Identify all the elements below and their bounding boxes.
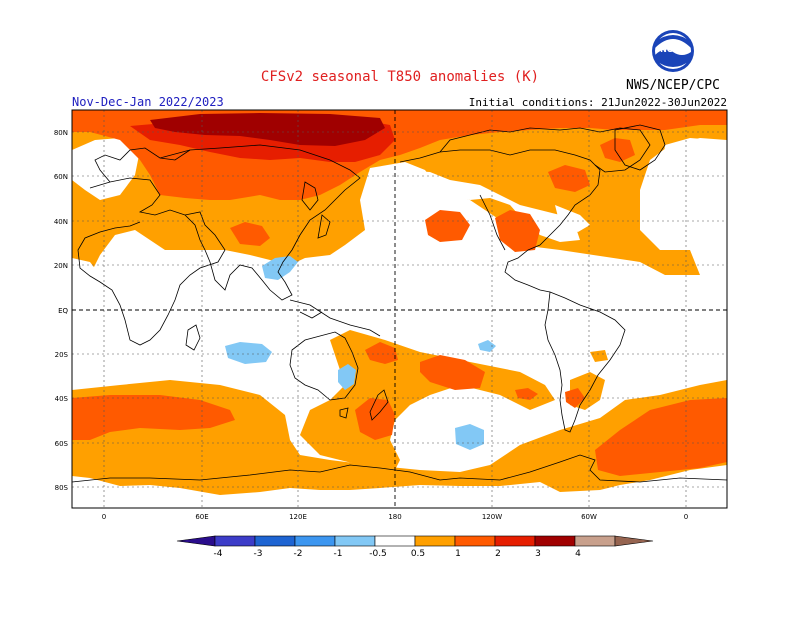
lon-label: 120E bbox=[289, 513, 307, 521]
legend-tick-label: 0.5 bbox=[411, 549, 425, 559]
legend-swatch bbox=[614, 535, 654, 547]
legend-swatch bbox=[334, 535, 376, 547]
lat-label: 60N bbox=[54, 173, 68, 181]
noaa-logo: NOAA bbox=[652, 30, 694, 72]
lon-label: 0 bbox=[102, 513, 106, 521]
lon-label: 60E bbox=[195, 513, 208, 521]
legend-swatch bbox=[454, 535, 496, 547]
lat-label: 20N bbox=[54, 262, 68, 270]
latitude-labels: 80N 60N 40N 20N EQ 20S 40S 60S 80S bbox=[54, 129, 69, 492]
lat-label: 40S bbox=[55, 395, 69, 403]
lat-lon-grid bbox=[72, 110, 727, 508]
color-legend: -4 -3 -2 -1 -0.5 0.5 1 2 3 4 bbox=[176, 535, 654, 559]
legend-swatch bbox=[254, 535, 296, 547]
legend-swatch bbox=[414, 535, 456, 547]
map-frame bbox=[71, 109, 728, 509]
longitude-labels: 0 60E 120E 180 120W 60W 0 bbox=[102, 513, 688, 521]
legend-tick-label: -0.5 bbox=[369, 549, 387, 559]
legend-swatch bbox=[574, 535, 616, 547]
equator-dateline bbox=[72, 110, 727, 508]
legend-swatch bbox=[534, 535, 576, 547]
chart-title: CFSv2 seasonal T850 anomalies (K) bbox=[261, 69, 539, 85]
legend-swatch bbox=[494, 535, 536, 547]
lon-label: 180 bbox=[388, 513, 401, 521]
lon-label: 60W bbox=[581, 513, 597, 521]
anomaly-3-4-regions bbox=[150, 113, 385, 146]
legend-swatch bbox=[374, 535, 416, 547]
lat-label: EQ bbox=[58, 307, 68, 315]
agency-label: NWS/NCEP/CPC bbox=[626, 78, 720, 93]
map-area bbox=[72, 110, 727, 508]
legend-tick-label: 4 bbox=[575, 549, 581, 559]
legend-swatch bbox=[214, 535, 256, 547]
lon-label: 0 bbox=[684, 513, 688, 521]
legend-swatch bbox=[176, 535, 216, 547]
lat-label: 80N bbox=[54, 129, 68, 137]
legend-swatch bbox=[294, 535, 336, 547]
legend-tick-label: 2 bbox=[495, 549, 501, 559]
lat-label: 80S bbox=[55, 484, 69, 492]
lat-label: 20S bbox=[55, 351, 69, 359]
legend-tick-label: -4 bbox=[214, 549, 223, 559]
logo-text: NOAA bbox=[660, 45, 686, 54]
coastlines bbox=[72, 124, 727, 483]
lat-label: 40N bbox=[54, 218, 68, 226]
forecast-period: Nov-Dec-Jan 2022/2023 bbox=[72, 95, 224, 109]
lon-label: 120W bbox=[482, 513, 502, 521]
legend-tick-label: -1 bbox=[334, 549, 343, 559]
lat-label: 60S bbox=[55, 440, 69, 448]
legend-tick-label: 1 bbox=[455, 549, 461, 559]
legend-tick-label: -3 bbox=[254, 549, 263, 559]
legend-tick-label: -2 bbox=[294, 549, 303, 559]
legend-tick-label: 3 bbox=[535, 549, 541, 559]
initial-conditions: Initial conditions: 21Jun2022-30Jun2022 bbox=[469, 96, 727, 109]
